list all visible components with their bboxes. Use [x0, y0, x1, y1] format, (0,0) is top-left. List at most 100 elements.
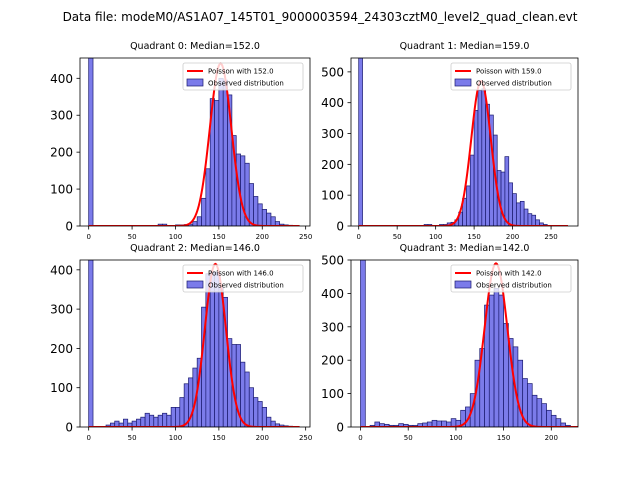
x-tick-label: 200 — [506, 233, 519, 241]
y-tick-label: 0 — [65, 220, 73, 234]
histogram-bar — [257, 203, 263, 226]
histogram-bar — [244, 371, 250, 427]
quadrant-title: Quadrant 0: Median=152.0 — [130, 41, 260, 52]
x-tick-label: 150 — [467, 233, 480, 241]
histogram-bar — [253, 196, 259, 226]
histogram-bar — [175, 407, 181, 427]
histogram-bar — [473, 110, 479, 226]
histogram-bar — [270, 216, 276, 226]
y-tick-label: 500 — [321, 65, 344, 79]
y-tick-label: 300 — [321, 127, 344, 141]
legend-bar-swatch — [186, 280, 204, 289]
histogram-bar — [205, 168, 211, 226]
poisson-fit-line — [358, 79, 568, 226]
legend-label-poisson: Poisson with 146.0 — [208, 270, 274, 278]
histogram-bar — [274, 221, 280, 226]
histogram-bar — [170, 407, 176, 427]
y-tick-label: 500 — [321, 254, 344, 268]
x-tick-label: 0 — [358, 434, 362, 442]
y-tick-label: 0 — [65, 421, 73, 435]
histogram-bar — [504, 156, 510, 226]
legend-label-poisson: Poisson with 159.0 — [476, 68, 542, 76]
legend-box — [182, 264, 304, 293]
histogram-bar — [209, 271, 215, 427]
quadrant-0-chart: 0 50 100 150 200 250 0 100 200 300 400 Quadrant 0: … — [50, 41, 312, 241]
y-tick-label: 300 — [50, 109, 73, 123]
y-tick-label: 400 — [321, 287, 344, 301]
x-tick-label: 150 — [212, 233, 225, 241]
x-tick-label: 250 — [544, 233, 557, 241]
legend-label-observed: Observed distribution — [208, 282, 284, 290]
y-tick-label: 100 — [321, 387, 344, 401]
histogram-bar — [541, 403, 547, 427]
legend: Poisson with 142.0 Observed distribution — [450, 264, 572, 293]
poisson-fit-line — [88, 262, 300, 427]
legend: Poisson with 146.0 Observed distribution — [182, 264, 304, 293]
histogram-bar — [123, 418, 129, 427]
histogram-bar — [431, 419, 438, 427]
legend-box — [182, 62, 304, 91]
y-tick-label: 400 — [50, 72, 73, 86]
histogram-bar — [531, 394, 538, 427]
histogram-bar — [261, 209, 267, 226]
histogram-bar — [493, 288, 500, 427]
legend-label-poisson: Poisson with 152.0 — [208, 68, 274, 76]
y-tick-label: 100 — [50, 381, 73, 395]
histogram-bar — [248, 387, 254, 427]
legend: Poisson with 152.0 Observed distribution — [182, 62, 304, 91]
histogram-bar — [527, 213, 533, 226]
y-tick-label: 100 — [50, 183, 73, 197]
legend-bar-swatch — [454, 280, 472, 289]
y-tick-label: 200 — [50, 146, 73, 160]
x-tick-label: 50 — [404, 434, 413, 442]
x-tick-label: 50 — [128, 434, 137, 442]
histogram-bar — [481, 88, 487, 226]
y-tick-label: 400 — [321, 96, 344, 110]
axes-frame — [79, 259, 311, 428]
histogram-bar — [498, 294, 504, 427]
axes-frame — [350, 57, 579, 227]
axes-frame — [79, 57, 311, 227]
histogram-bar — [144, 412, 150, 427]
plot-area — [360, 260, 578, 427]
x-tick-label: 250 — [299, 434, 312, 442]
x-tick-label: 100 — [169, 434, 182, 442]
quadrant-title: Quadrant 3: Median=142.0 — [400, 243, 530, 254]
legend-box — [450, 62, 572, 91]
quadrant-1-chart: 0 50 100 150 200 250 0 100 200 300 400 500 Quadrant … — [321, 41, 579, 241]
x-tick-label: 50 — [128, 233, 137, 241]
x-tick-label: 0 — [356, 233, 360, 241]
y-tick-label: 0 — [336, 220, 344, 234]
figure-title: Data file: modeM0/AS1A07_145T01_90000035… — [63, 10, 578, 24]
legend-label-observed: Observed distribution — [208, 80, 284, 88]
histogram-bar — [192, 221, 198, 226]
histogram-bar — [512, 193, 517, 226]
x-tick-label: 200 — [256, 434, 269, 442]
histogram-bar — [546, 409, 552, 427]
x-tick-label: 200 — [545, 434, 558, 442]
histogram-bar — [477, 90, 483, 226]
legend-label-observed: Observed distribution — [476, 80, 552, 88]
histogram-bar — [201, 197, 207, 226]
histogram-bar — [523, 208, 529, 226]
quadrant-title: Quadrant 2: Median=146.0 — [130, 243, 260, 254]
y-tick-label: 200 — [321, 158, 344, 172]
histogram-bar — [136, 418, 142, 427]
histogram-bar — [218, 287, 224, 427]
histogram-bar — [536, 398, 543, 427]
y-tick-label: 400 — [50, 263, 73, 277]
histogram-bar — [488, 294, 495, 427]
legend-box — [450, 264, 572, 293]
x-tick-label: 250 — [299, 233, 312, 241]
histogram-bar — [149, 414, 155, 427]
histogram-bar — [222, 79, 228, 226]
legend-bar-swatch — [186, 78, 204, 87]
x-tick-label: 150 — [497, 434, 510, 442]
y-tick-label: 200 — [321, 354, 344, 368]
histogram-bar — [214, 271, 220, 427]
histogram-bar — [157, 414, 163, 427]
histogram-bar — [261, 407, 267, 427]
histogram-bar — [508, 182, 513, 226]
histogram-bar — [527, 383, 533, 427]
axes-frame — [350, 259, 579, 428]
